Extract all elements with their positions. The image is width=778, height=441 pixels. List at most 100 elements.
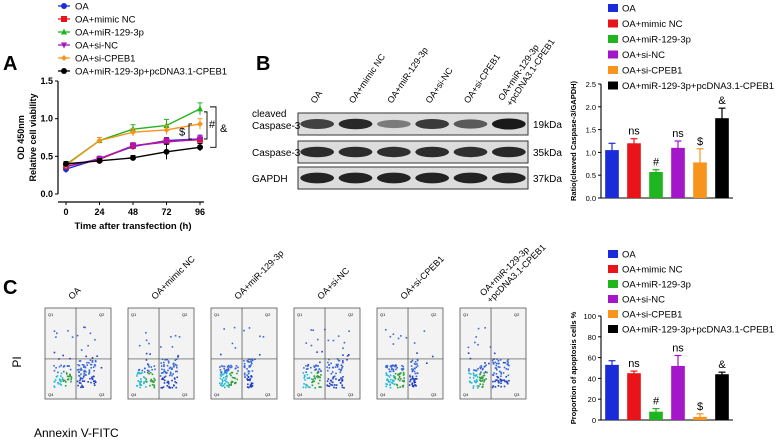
legend-label: OA+si-NC [622, 295, 665, 306]
flow-event [473, 369, 475, 371]
flow-event [246, 378, 248, 380]
flow-event [69, 368, 72, 371]
flow-event [506, 360, 509, 363]
flow-event [225, 372, 228, 375]
flow-event [342, 361, 344, 364]
flow-event [79, 360, 82, 362]
flow-event [392, 379, 394, 381]
flow-plot-title: OA+si-CPEB1 [398, 254, 446, 302]
flow-event [168, 385, 170, 388]
flow-event [145, 386, 147, 388]
flow-event [223, 372, 226, 375]
flow-event [171, 374, 173, 377]
panel-label-b: B [256, 53, 270, 75]
flow-event [500, 380, 502, 382]
flow-event [398, 379, 401, 382]
quadrant-name: Q3 [514, 392, 520, 397]
flow-event [392, 382, 394, 385]
legend-label: OA+si-CPEB1 [622, 310, 682, 321]
flow-event [151, 383, 154, 386]
significance-label: $ [697, 401, 703, 413]
blot-strip [297, 140, 529, 164]
flow-event [224, 380, 227, 383]
flow-event [321, 350, 323, 353]
flow-event [136, 375, 138, 377]
flow-event [495, 364, 498, 367]
flow-event [84, 326, 86, 329]
flow-event [248, 366, 251, 368]
blot-band [491, 118, 526, 130]
flow-event [502, 372, 505, 374]
flow-event [171, 386, 174, 389]
flow-event [317, 371, 320, 374]
flow-event [250, 360, 252, 363]
flow-event [401, 364, 403, 367]
flow-event [87, 381, 89, 383]
flow-event [151, 380, 153, 383]
quadrant-name: Q3 [99, 392, 105, 397]
flow-event [314, 387, 317, 389]
flow-event [332, 377, 334, 380]
flow-event [145, 381, 148, 383]
flow-event [348, 330, 350, 333]
flow-event [398, 375, 401, 378]
caspase-bar-chart: 0.0 0.5 1.0 1.5 2.0 2.5 Ratio(cleaved Caspase-… [569, 80, 733, 203]
flow-event [476, 380, 479, 382]
flow-event [251, 370, 254, 372]
flow-event [505, 368, 508, 370]
flow-event [80, 373, 82, 375]
flow-event [234, 377, 237, 380]
flow-event [154, 368, 156, 371]
flow-event [341, 378, 343, 380]
annotation-dollar: $ [179, 126, 185, 138]
flow-event [500, 382, 502, 385]
flow-event [178, 336, 181, 338]
flow-event [147, 363, 149, 365]
quadrant-name: Q4 [214, 392, 220, 397]
flow-event [402, 368, 405, 370]
flow-event [318, 386, 321, 388]
flow-event [414, 384, 417, 386]
flow-event [413, 379, 415, 381]
flow-event [148, 342, 150, 345]
bar [605, 364, 619, 420]
flow-event [416, 358, 419, 361]
data-point [61, 55, 67, 61]
y-tick-label: 0.5 [586, 171, 596, 180]
flow-event [397, 337, 400, 340]
quadrant-name: Q1 [380, 312, 386, 317]
flow-event [138, 344, 141, 347]
x-tick-label: 24 [94, 207, 104, 217]
flow-event [70, 376, 73, 378]
flow-event [507, 382, 509, 385]
flow-event [389, 381, 391, 383]
flow-event [413, 342, 416, 344]
flow-event [92, 380, 95, 383]
significance-label: ns [628, 126, 640, 138]
flow-event [78, 371, 81, 373]
flow-event [479, 367, 482, 370]
legend-label: OA+mimic NC [622, 19, 683, 30]
flow-event [174, 381, 177, 383]
flow-event [55, 366, 57, 369]
legend-label: OA+si-NC [75, 41, 118, 52]
flow-event [335, 386, 338, 389]
flow-event [145, 339, 148, 342]
flow-event [175, 381, 178, 384]
flow-event [168, 386, 170, 389]
blot-band [300, 146, 335, 158]
flow-event [163, 376, 166, 378]
flow-event [139, 382, 141, 385]
flow-event [338, 378, 341, 381]
flow-event [485, 378, 487, 380]
flow-event [57, 382, 60, 385]
flow-event [167, 369, 169, 372]
flow-event [394, 372, 397, 375]
lane-title: OA+mimic NC [347, 52, 388, 105]
flow-event [498, 381, 500, 384]
flow-event [80, 368, 83, 371]
flow-event [220, 372, 223, 374]
flow-event [62, 370, 65, 373]
flow-event [81, 377, 84, 380]
y-axis-title: Ratio(cleaved Caspase-3/GAPDH) [569, 80, 578, 201]
